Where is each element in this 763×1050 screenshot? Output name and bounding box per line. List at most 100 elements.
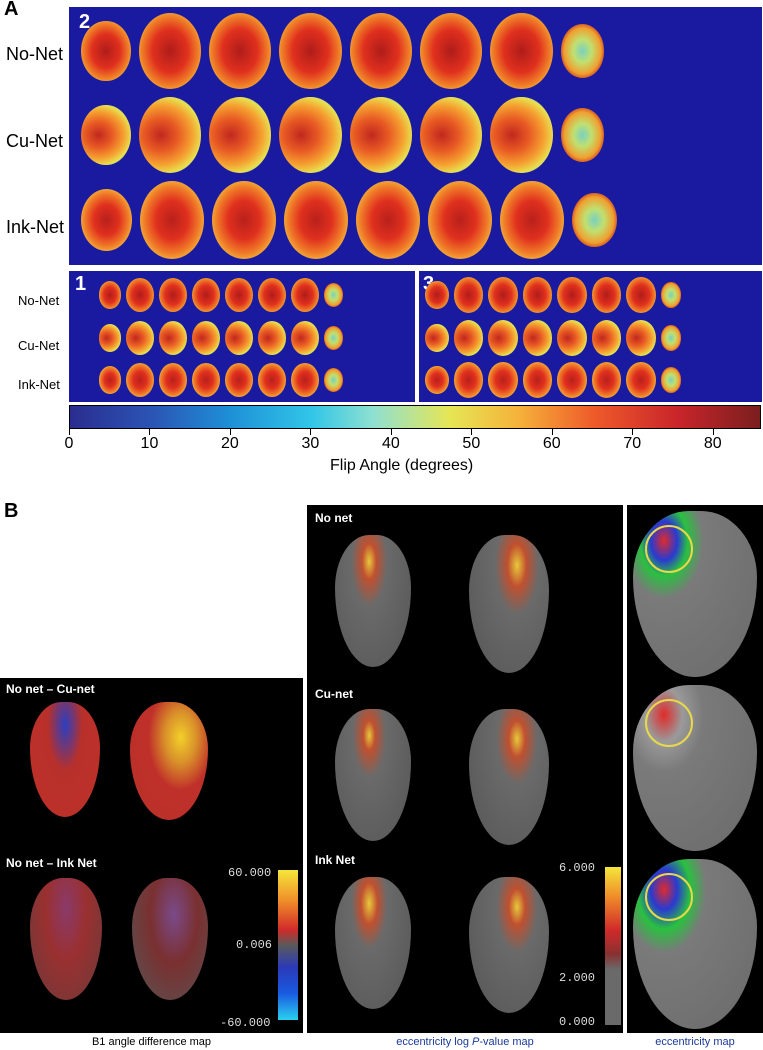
brain-slice: [522, 320, 553, 356]
brain-slice: [560, 108, 605, 162]
brain-slice: [522, 362, 553, 398]
colorbar-tick-label: 30: [301, 435, 320, 452]
pvalue-caption-pre: eccentricity log: [396, 1036, 473, 1048]
brain-slice: [224, 278, 253, 312]
colorbar-tick-mark: [69, 429, 70, 435]
subpanel-3-row-ink-net: [425, 360, 759, 400]
subpanel-1-row-cu-net: [99, 318, 409, 358]
pvalue-surface-1a: [335, 535, 411, 667]
subpanel-3-row-cu-net: [425, 318, 759, 358]
ecc-surface-2: [633, 685, 757, 851]
brain-surface-bottom-right: [132, 878, 208, 1000]
subpanel-3-image: 3: [419, 271, 762, 402]
colorbar-tick-label: 80: [703, 435, 722, 452]
brain-slice: [571, 192, 617, 248]
b1-scale-max: 60.000: [228, 866, 272, 880]
brain-slice: [453, 320, 484, 356]
subpanel-1-label-no-net: No-Net: [18, 293, 60, 308]
colorbar-tick-mark: [229, 429, 231, 435]
brain-slice: [591, 320, 622, 356]
colorbar-tick-mark: [149, 429, 151, 435]
brain-slice: [420, 13, 483, 89]
brain-slice: [349, 97, 413, 173]
ecc-circle-2: [645, 699, 693, 747]
b1-scale-mid: 0.006: [236, 938, 273, 952]
brain-slice: [159, 363, 188, 397]
brain-slice: [212, 181, 277, 259]
brain-slice: [427, 181, 492, 259]
brain-slice: [192, 363, 220, 397]
flip-angle-colorbar: [69, 405, 761, 429]
colorbar-tick-mark: [310, 429, 312, 435]
brain-slice: [192, 321, 220, 355]
brain-slice: [224, 363, 253, 397]
colorbar-tick-label: 0: [64, 435, 74, 452]
ecc-surface-1: [633, 511, 757, 677]
pvalue-surface-2b: [469, 709, 549, 845]
pvalue-surface-3b: [469, 877, 549, 1013]
brain-slice: [81, 188, 133, 252]
log-p-value-panel: No net Cu-net Ink Net 6.000 2.000 0.000: [307, 505, 623, 1033]
brain-slice: [323, 368, 344, 392]
brain-slice: [660, 325, 682, 351]
brain-slice: [425, 323, 449, 353]
brain-slice: [626, 362, 656, 398]
brain-slice: [138, 97, 202, 173]
brain-slice: [557, 320, 587, 356]
panel-b-letter: B: [4, 500, 19, 522]
brain-slice: [420, 97, 483, 173]
subpanel-1-row-no-net: [99, 275, 409, 315]
pvalue-surface-3a: [335, 877, 411, 1009]
brain-slice: [209, 13, 272, 89]
no-net-ink-net-label: No net – Ink Net: [6, 856, 97, 870]
brain-slice: [257, 363, 286, 397]
subpanel-2-image: 2: [69, 7, 762, 265]
pvalue-surface-2a: [335, 709, 411, 841]
b1-difference-panel: No net – Cu-net No net – Ink Net 60.000 …: [0, 678, 303, 1033]
subpanel-1-label-ink-net: Ink-Net: [18, 377, 60, 392]
brain-slice: [557, 277, 587, 313]
pvalue-scale-min: 0.000: [559, 1015, 596, 1029]
pvalue-caption-post: -value map: [479, 1036, 534, 1048]
colorbar-tick-mark: [551, 429, 553, 435]
colorbar-tick-mark: [712, 429, 714, 435]
brain-slice: [453, 362, 484, 398]
pvalue-caption-italic: P: [472, 1036, 480, 1048]
brain-slice: [591, 277, 622, 313]
subpanel-2-label-ink-net: Ink-Net: [6, 217, 65, 237]
subpanel-1-number: 1: [75, 273, 87, 295]
brain-slice: [126, 321, 155, 355]
brain-slice: [356, 181, 420, 259]
brain-slice: [425, 280, 449, 310]
brain-slice: [488, 320, 518, 356]
brain-slice: [660, 282, 682, 308]
brain-slice: [126, 278, 155, 312]
colorbar-tick-mark: [632, 429, 634, 435]
brain-slice: [453, 277, 484, 313]
brain-slice: [425, 365, 449, 395]
brain-slice: [99, 281, 122, 309]
subpanel-1-label-cu-net: Cu-Net: [18, 338, 60, 353]
brain-slice: [488, 277, 518, 313]
colorbar-tick-label: 60: [542, 435, 561, 452]
brain-slice: [159, 278, 188, 312]
subpanel-1-row-ink-net: [99, 360, 409, 400]
subpanel-2-label-cu-net: Cu-Net: [6, 131, 64, 151]
no-net-label: No net: [315, 511, 353, 525]
ecc-caption: eccentricity map: [655, 1036, 735, 1048]
subpanel-2-row-no-net: [81, 11, 761, 91]
brain-slice: [138, 13, 202, 89]
colorbar-tick-label: 70: [623, 435, 642, 452]
brain-slice: [290, 321, 319, 355]
subpanel-2-label-no-net: No-Net: [6, 44, 64, 64]
colorbar-tick-label: 40: [381, 435, 400, 452]
no-net-cu-net-label: No net – Cu-net: [6, 682, 95, 696]
brain-slice: [81, 20, 131, 82]
brain-slice: [591, 362, 622, 398]
brain-slice: [99, 366, 122, 394]
brain-slice: [522, 277, 553, 313]
panel-a-letter: A: [4, 0, 19, 20]
brain-slice: [159, 321, 188, 355]
ecc-circle-1: [645, 525, 693, 573]
colorbar-tick-mark: [471, 429, 473, 435]
